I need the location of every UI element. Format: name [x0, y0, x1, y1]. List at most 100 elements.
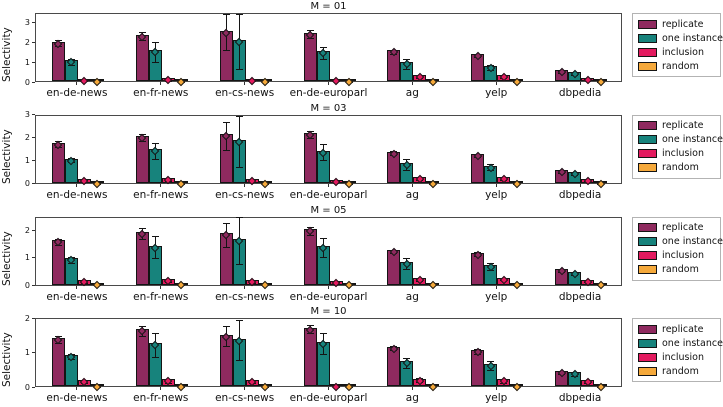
x-tick-mark	[495, 183, 497, 187]
bar-replicate	[51, 337, 65, 387]
x-tick-label: en-de-news	[46, 392, 108, 405]
bar-replicate	[303, 133, 317, 183]
marker-diamond-icon	[331, 177, 341, 187]
error-bar-cap	[319, 333, 327, 335]
y-tick-label: 1	[24, 156, 30, 166]
y-tick-mark	[32, 42, 35, 44]
x-tick-label: en-fr-news	[133, 290, 189, 303]
x-tick-label: yelp	[485, 290, 508, 303]
y-tick-mark	[32, 137, 35, 139]
x-tick-mark	[328, 285, 329, 289]
x-tick-label: yelp	[485, 392, 508, 405]
error-bar-cap	[151, 258, 159, 260]
legend-label: one instance	[662, 236, 723, 247]
x-tick-label: dbpedia	[558, 392, 602, 405]
x-tick-mark	[411, 82, 413, 85]
legend-swatch-icon	[638, 223, 657, 232]
y-tick-mark	[32, 352, 35, 354]
y-tick-label: 2	[24, 38, 30, 48]
y-tick-label: 0	[24, 77, 30, 87]
x-tick-mark	[244, 183, 246, 187]
x-tick-mark	[579, 285, 581, 289]
legend-swatch-icon	[638, 338, 657, 348]
x-tick-label: dbpedia	[558, 188, 602, 201]
legend-entry: one instance	[638, 133, 723, 147]
y-tick-label: 0	[24, 382, 30, 392]
x-tick-mark	[411, 183, 413, 187]
error-bar-cap	[235, 263, 243, 265]
marker-diamond-icon	[247, 177, 257, 186]
plot-area	[35, 216, 622, 290]
x-tick-label: en-de-europarl	[289, 87, 368, 99]
marker-diamond-icon	[583, 75, 592, 85]
x-tick-mark	[411, 285, 413, 289]
x-tick-label: dbpedia	[558, 87, 602, 99]
legend-entry: random	[638, 161, 714, 175]
error-bar-cap	[222, 346, 230, 348]
legend-entry: inclusion	[638, 147, 714, 161]
bar-replicate	[303, 229, 317, 285]
legend-swatch-icon	[638, 47, 657, 57]
error-bar-cap	[235, 320, 243, 322]
legend: replicate one instance inclusion random	[632, 216, 723, 281]
bar-replicate	[303, 327, 317, 387]
marker-diamond-icon	[247, 278, 257, 287]
subplot-title: M = 10	[310, 306, 347, 318]
error-bar-cap	[319, 160, 327, 162]
legend: replicate one instance inclusion random	[632, 114, 723, 179]
error-bar-cap	[222, 247, 230, 249]
y-tick-label: 2	[24, 225, 30, 235]
subplot-row: M = 03 Selectivity 0 1 2 3 en-de-news en-fr-new…	[0, 102, 723, 204]
y-axis-label: Selectivity	[1, 115, 13, 184]
error-bar-cap	[235, 116, 243, 118]
error-bar-cap	[403, 170, 411, 172]
x-tick-mark	[328, 387, 329, 391]
x-tick-mark	[579, 82, 581, 85]
error-bar-cap	[235, 13, 243, 15]
marker-diamond-icon	[331, 278, 341, 288]
error-bar-cap	[151, 332, 159, 334]
legend-entry: inclusion	[638, 249, 714, 263]
x-tick-mark	[76, 82, 78, 85]
plot-area	[35, 13, 622, 87]
legend: replicate one instance inclusion random	[632, 13, 723, 77]
x-tick-label: ag	[405, 87, 419, 99]
x-tick-mark	[76, 285, 78, 289]
x-tick-mark	[328, 82, 329, 85]
legend: replicate one instance inclusion random	[632, 318, 723, 383]
error-bar-cap	[319, 353, 327, 355]
bar-replicate	[303, 32, 317, 81]
legend-swatch-icon	[638, 237, 657, 246]
error-bar-cap	[487, 369, 495, 371]
x-tick-label: en-de-news	[46, 87, 108, 99]
legend-entry: one instance	[638, 31, 723, 45]
y-tick-label: 3	[24, 110, 30, 120]
error-bar-cap	[403, 58, 411, 60]
y-tick-mark	[32, 257, 35, 259]
legend-entry: random	[638, 59, 714, 73]
legend-swatch-icon	[638, 135, 657, 145]
legend-swatch-icon	[638, 33, 657, 43]
x-tick-mark	[160, 183, 162, 187]
y-tick-mark	[32, 160, 35, 162]
x-tick-label: en-cs-news	[215, 290, 275, 303]
legend-label: random	[662, 264, 699, 275]
x-tick-mark	[579, 387, 581, 391]
x-tick-mark	[160, 82, 162, 85]
x-tick-label: yelp	[485, 188, 508, 201]
error-bar-cap	[235, 217, 243, 219]
legend-swatch-icon	[638, 251, 657, 260]
legend-label: random	[662, 162, 699, 174]
x-tick-label: dbpedia	[558, 290, 602, 303]
error-bar-cap	[138, 336, 146, 337]
error-bar-cap	[151, 142, 159, 144]
y-tick-label: 2	[24, 133, 30, 143]
x-tick-label: en-fr-news	[133, 392, 189, 405]
y-tick-mark	[32, 183, 35, 185]
x-tick-label: en-cs-news	[215, 87, 275, 99]
error-bar-cap	[403, 357, 411, 359]
x-tick-mark	[495, 82, 497, 85]
legend-label: inclusion	[662, 351, 704, 363]
error-bar-cap	[487, 360, 495, 362]
error-bar-cap	[235, 360, 243, 362]
